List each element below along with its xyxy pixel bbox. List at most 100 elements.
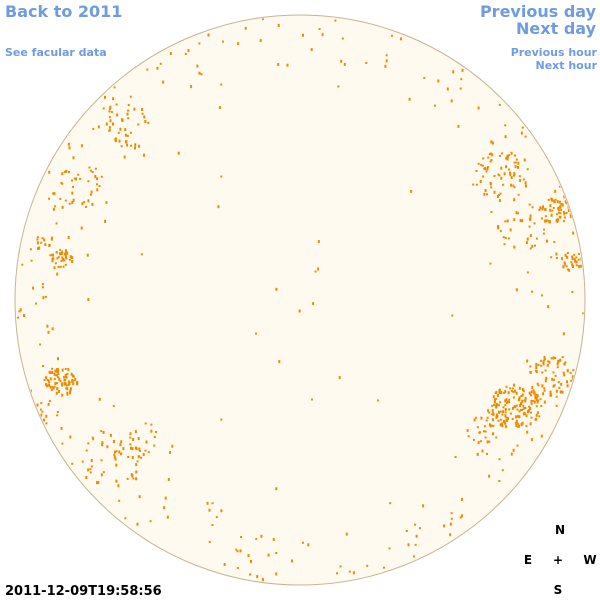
facula [341,37,344,40]
facula [75,177,77,181]
facula [53,266,56,270]
previous-hour-link[interactable]: Previous hour [511,46,598,59]
facula [81,460,84,463]
facula [377,399,379,402]
facula [69,391,71,395]
facula [310,48,313,52]
facula [525,241,528,245]
facula [492,432,494,436]
facula [563,261,566,264]
facula [554,374,557,377]
facula [72,382,75,386]
facula [533,222,536,225]
next-hour-link[interactable]: Next hour [536,59,598,72]
previous-day-link[interactable]: Previous day [480,2,597,21]
facula [187,49,190,53]
facula [493,190,496,194]
facula [80,144,83,148]
facula [46,378,49,381]
facula [522,178,525,181]
facula [55,222,58,225]
facula [514,389,516,393]
facula [56,388,59,391]
facula [490,159,493,162]
facula [534,244,536,247]
facula [220,83,223,86]
facula [318,28,321,30]
facula [59,380,62,383]
compass-south: S [554,583,563,597]
facula [146,68,149,71]
facula [65,257,68,260]
facula [57,369,60,373]
facula [528,405,531,408]
facula [518,424,520,428]
facula [538,415,541,418]
facula [542,232,545,235]
facula [87,468,90,472]
facula [74,378,77,381]
facula [143,153,145,157]
facula [564,216,566,219]
facula [51,327,54,331]
facula [488,411,491,414]
facula [41,410,44,413]
facula [479,440,482,443]
facula [41,283,44,286]
facula [504,124,507,127]
facula [42,296,45,300]
facular-link[interactable]: See facular data [5,46,107,59]
facula [37,247,40,250]
facula [535,405,538,408]
facula [125,140,127,144]
facula [544,369,547,372]
facula [557,218,560,222]
facula [141,112,144,115]
facula [36,403,39,407]
facula [493,400,496,404]
facula [384,64,387,68]
facula [504,399,507,403]
facula [130,144,132,147]
facula [504,135,507,139]
facula [126,477,129,480]
facula [64,373,67,377]
facula [72,198,75,202]
facula [497,226,500,230]
facula [389,502,392,505]
facula [480,163,483,166]
facula [135,463,138,467]
facula [89,471,92,474]
facula [124,133,127,137]
facula [112,97,115,101]
facula [71,256,74,260]
facula [554,357,557,359]
facula [317,240,320,244]
next-day-link[interactable]: Next day [516,19,597,38]
facula [572,265,574,268]
facula [472,438,475,441]
facula [523,399,526,402]
facula [495,436,498,439]
facula [220,175,223,178]
facula [177,151,180,155]
facula [547,305,550,309]
facula [552,384,555,388]
facula [169,52,172,55]
facula [115,450,118,453]
facula [102,430,105,434]
facula [553,378,556,381]
facula [120,440,123,444]
facula [54,205,57,208]
facula [574,259,576,263]
facula [96,188,99,192]
facula [451,314,454,317]
facula [434,104,436,107]
facula [556,219,559,223]
facula [521,422,524,425]
facula [48,197,50,200]
facula [556,213,559,216]
facula [65,249,67,253]
back-link[interactable]: Back to 2011 [5,2,122,21]
facula [29,248,32,251]
